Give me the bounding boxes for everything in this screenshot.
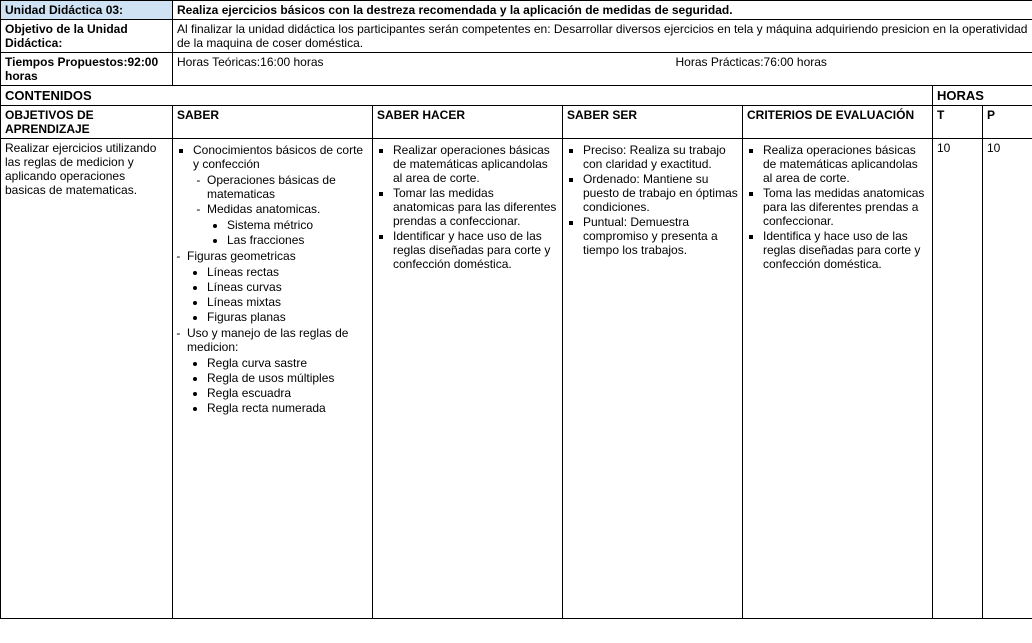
list-item: Operaciones básicas de matematicas — [207, 173, 368, 201]
list-item: Líneas rectas — [207, 265, 368, 279]
cell-saber-hacer: Realizar operaciones básicas de matemáti… — [373, 139, 563, 619]
curriculum-table: Unidad Didáctica 03: Realiza ejercicios … — [0, 0, 1032, 619]
section-contenidos: CONTENIDOS — [1, 86, 933, 106]
table-row: Realizar ejercicios utilizando las regla… — [1, 139, 1032, 619]
list-item: Regla recta numerada — [207, 401, 368, 415]
list-item: Figuras planas — [207, 310, 368, 324]
horas-teoricas: Horas Teóricas:16:00 horas — [173, 53, 672, 71]
saber-med: Medidas anatomicas. — [207, 202, 320, 216]
saber-uso: Uso y manejo de las reglas de medicion: — [187, 326, 348, 354]
list-item: Realizar operaciones básicas de matemáti… — [393, 143, 558, 185]
col-t: T — [933, 106, 983, 139]
list-item: Las fracciones — [227, 233, 368, 247]
list-item: Uso y manejo de las reglas de medicion: … — [187, 326, 368, 415]
list-item: Conocimientos básicos de corte y confecc… — [193, 143, 368, 247]
list-item: Ordenado: Mantiene su puesto de trabajo … — [583, 172, 738, 214]
col-p: P — [983, 106, 1032, 139]
list-item: Sistema métrico — [227, 218, 368, 232]
label-unidad: Unidad Didáctica 03: — [1, 1, 173, 20]
cell-saber-ser: Preciso: Realiza su trabajo con claridad… — [563, 139, 743, 619]
list-item: Regla de usos múltiples — [207, 371, 368, 385]
section-horas: HORAS — [933, 86, 1032, 106]
row-unidad: Unidad Didáctica 03: Realiza ejercicios … — [1, 1, 1032, 20]
list-item: Líneas mixtas — [207, 295, 368, 309]
label-objetivo: Objetivo de la Unidad Didáctica: — [1, 20, 173, 53]
list-item: Realiza operaciones básicas de matemátic… — [763, 143, 928, 185]
list-item: Líneas curvas — [207, 280, 368, 294]
col-objetivos: OBJETIVOS DE APRENDIZAJE — [1, 106, 173, 139]
saber-fig: Figuras geometricas — [187, 249, 296, 263]
list-item: Regla escuadra — [207, 386, 368, 400]
horas-practicas: Horas Prácticas:76:00 horas — [672, 53, 1032, 71]
list-item: Preciso: Realiza su trabajo con claridad… — [583, 143, 738, 171]
cell-objetivos: Realizar ejercicios utilizando las regla… — [1, 139, 173, 619]
col-saber: SABER — [173, 106, 373, 139]
label-tiempos: Tiempos Propuestos:92:00 horas — [1, 53, 173, 86]
col-saber-hacer: SABER HACER — [373, 106, 563, 139]
list-item: Identificar y hace uso de las reglas dis… — [393, 229, 558, 271]
saber-top: Conocimientos básicos de corte y confecc… — [193, 143, 363, 171]
cell-horas-split: Horas Teóricas:16:00 horas Horas Práctic… — [173, 53, 1032, 86]
list-item: Regla curva sastre — [207, 356, 368, 370]
list-item: Medidas anatomicas. Sistema métrico Las … — [207, 202, 368, 247]
row-objetivo: Objetivo de la Unidad Didáctica: Al fina… — [1, 20, 1032, 53]
list-item: Tomar las medidas anatomicas para las di… — [393, 186, 558, 228]
row-section: CONTENIDOS HORAS — [1, 86, 1032, 106]
list-item: Figuras geometricas Líneas rectas Líneas… — [187, 249, 368, 324]
value-objetivo: Al finalizar la unidad didáctica los par… — [173, 20, 1032, 53]
cell-t: 10 — [933, 139, 983, 619]
list-item: Puntual: Demuestra compromiso y presenta… — [583, 215, 738, 257]
col-saber-ser: SABER SER — [563, 106, 743, 139]
list-item: Toma las medidas anatomicas para las dif… — [763, 186, 928, 228]
value-unidad: Realiza ejercicios básicos con la destre… — [173, 1, 1032, 20]
cell-criterios: Realiza operaciones básicas de matemátic… — [743, 139, 933, 619]
row-colheads: OBJETIVOS DE APRENDIZAJE SABER SABER HAC… — [1, 106, 1032, 139]
col-criterios: CRITERIOS DE EVALUACIÓN — [743, 106, 933, 139]
list-item: Identifica y hace uso de las reglas dise… — [763, 229, 928, 271]
cell-p: 10 — [983, 139, 1032, 619]
row-tiempos: Tiempos Propuestos:92:00 horas Horas Teó… — [1, 53, 1032, 86]
cell-saber: Conocimientos básicos de corte y confecc… — [173, 139, 373, 619]
